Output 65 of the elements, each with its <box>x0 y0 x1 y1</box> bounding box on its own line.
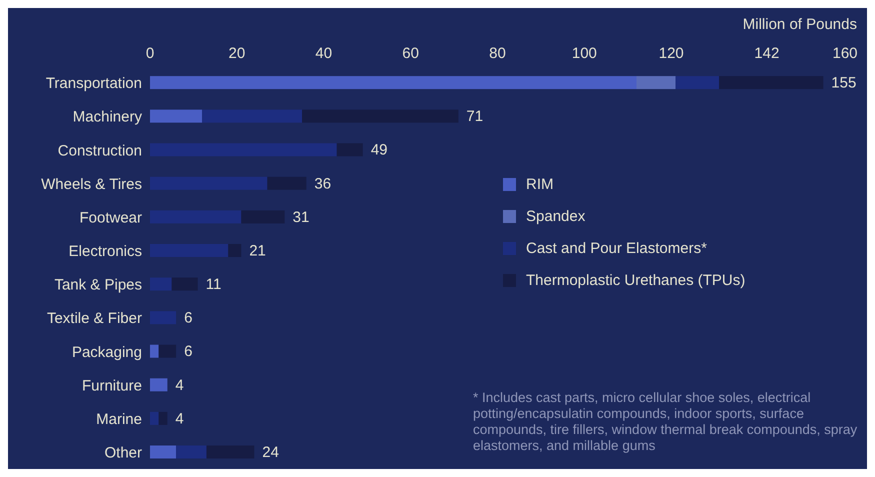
total-label: 31 <box>292 208 310 226</box>
bar <box>150 244 228 257</box>
bar <box>150 412 159 425</box>
legend-label: Spandex <box>526 208 586 224</box>
x-tick-label: 142 <box>754 45 780 62</box>
y-tick-label: Footwear <box>79 209 142 226</box>
bar <box>150 344 159 358</box>
x-tick-label: 160 <box>832 45 858 62</box>
bar <box>150 445 176 458</box>
bar <box>150 311 176 324</box>
x-tick-label: 120 <box>658 45 684 62</box>
y-tick-label: Transportation <box>46 75 142 92</box>
bar <box>150 176 268 190</box>
bar <box>150 210 242 224</box>
total-label: 21 <box>249 242 266 260</box>
total-label: 4 <box>175 410 184 428</box>
y-tick-label: Other <box>104 444 142 462</box>
bar <box>228 244 242 257</box>
total-label: 71 <box>466 108 484 126</box>
total-label: 6 <box>184 310 192 327</box>
x-tick-label: 0 <box>146 45 154 62</box>
bar <box>158 412 168 425</box>
x-tick-label: 60 <box>402 45 419 62</box>
total-label: 24 <box>262 444 279 461</box>
bar <box>302 110 458 123</box>
total-label: 6 <box>184 343 192 360</box>
legend-label: Cast and Pour Elastomers* <box>526 240 707 256</box>
bar <box>719 76 824 90</box>
x-tick-label: 80 <box>489 45 506 62</box>
bar <box>150 110 202 123</box>
total-label: 155 <box>831 74 856 92</box>
y-tick-label: Wheels & Tires <box>41 176 142 193</box>
y-tick-label: Marine <box>96 410 142 428</box>
y-tick-label: Electronics <box>68 243 142 260</box>
bar <box>158 344 176 358</box>
y-tick-label: Packaging <box>72 344 142 361</box>
y-tick-label: Textile & Fiber <box>46 310 142 328</box>
bar <box>241 210 285 224</box>
total-label: 11 <box>206 276 222 294</box>
bar <box>176 445 206 458</box>
bar <box>336 143 363 156</box>
total-label: 49 <box>370 142 388 159</box>
bar <box>150 278 172 291</box>
bar <box>150 378 168 392</box>
x-axis-title: Million of Pounds <box>742 16 857 33</box>
x-tick-label: 40 <box>315 45 332 62</box>
total-label: 4 <box>175 376 184 394</box>
y-tick-label: Construction <box>58 142 142 160</box>
bar <box>206 445 254 458</box>
bar <box>150 143 337 156</box>
bar <box>636 76 676 90</box>
total-label: 36 <box>314 175 332 192</box>
bar <box>172 278 198 291</box>
annotation: * Includes cast parts, micro cellular shoe soles, electrical potting/encapsulatin compounds, indoor sports, surface compounds, tire fillers, window thermal break compounds, spray elastomers, and millable gums <box>473 390 858 454</box>
bar <box>676 76 720 90</box>
x-tick-label: 100 <box>572 45 597 62</box>
y-tick-label: Tank & Pipes <box>54 276 142 294</box>
legend-label: RIM <box>526 176 554 192</box>
legend-label: Thermoplastic Urethanes (TPUs) <box>526 272 746 288</box>
y-tick-label: Machinery <box>72 108 142 126</box>
y-tick-label: Furniture <box>82 377 142 394</box>
bar <box>150 76 636 90</box>
bar <box>267 176 306 190</box>
bar <box>202 110 302 123</box>
x-tick-label: 20 <box>228 45 246 62</box>
